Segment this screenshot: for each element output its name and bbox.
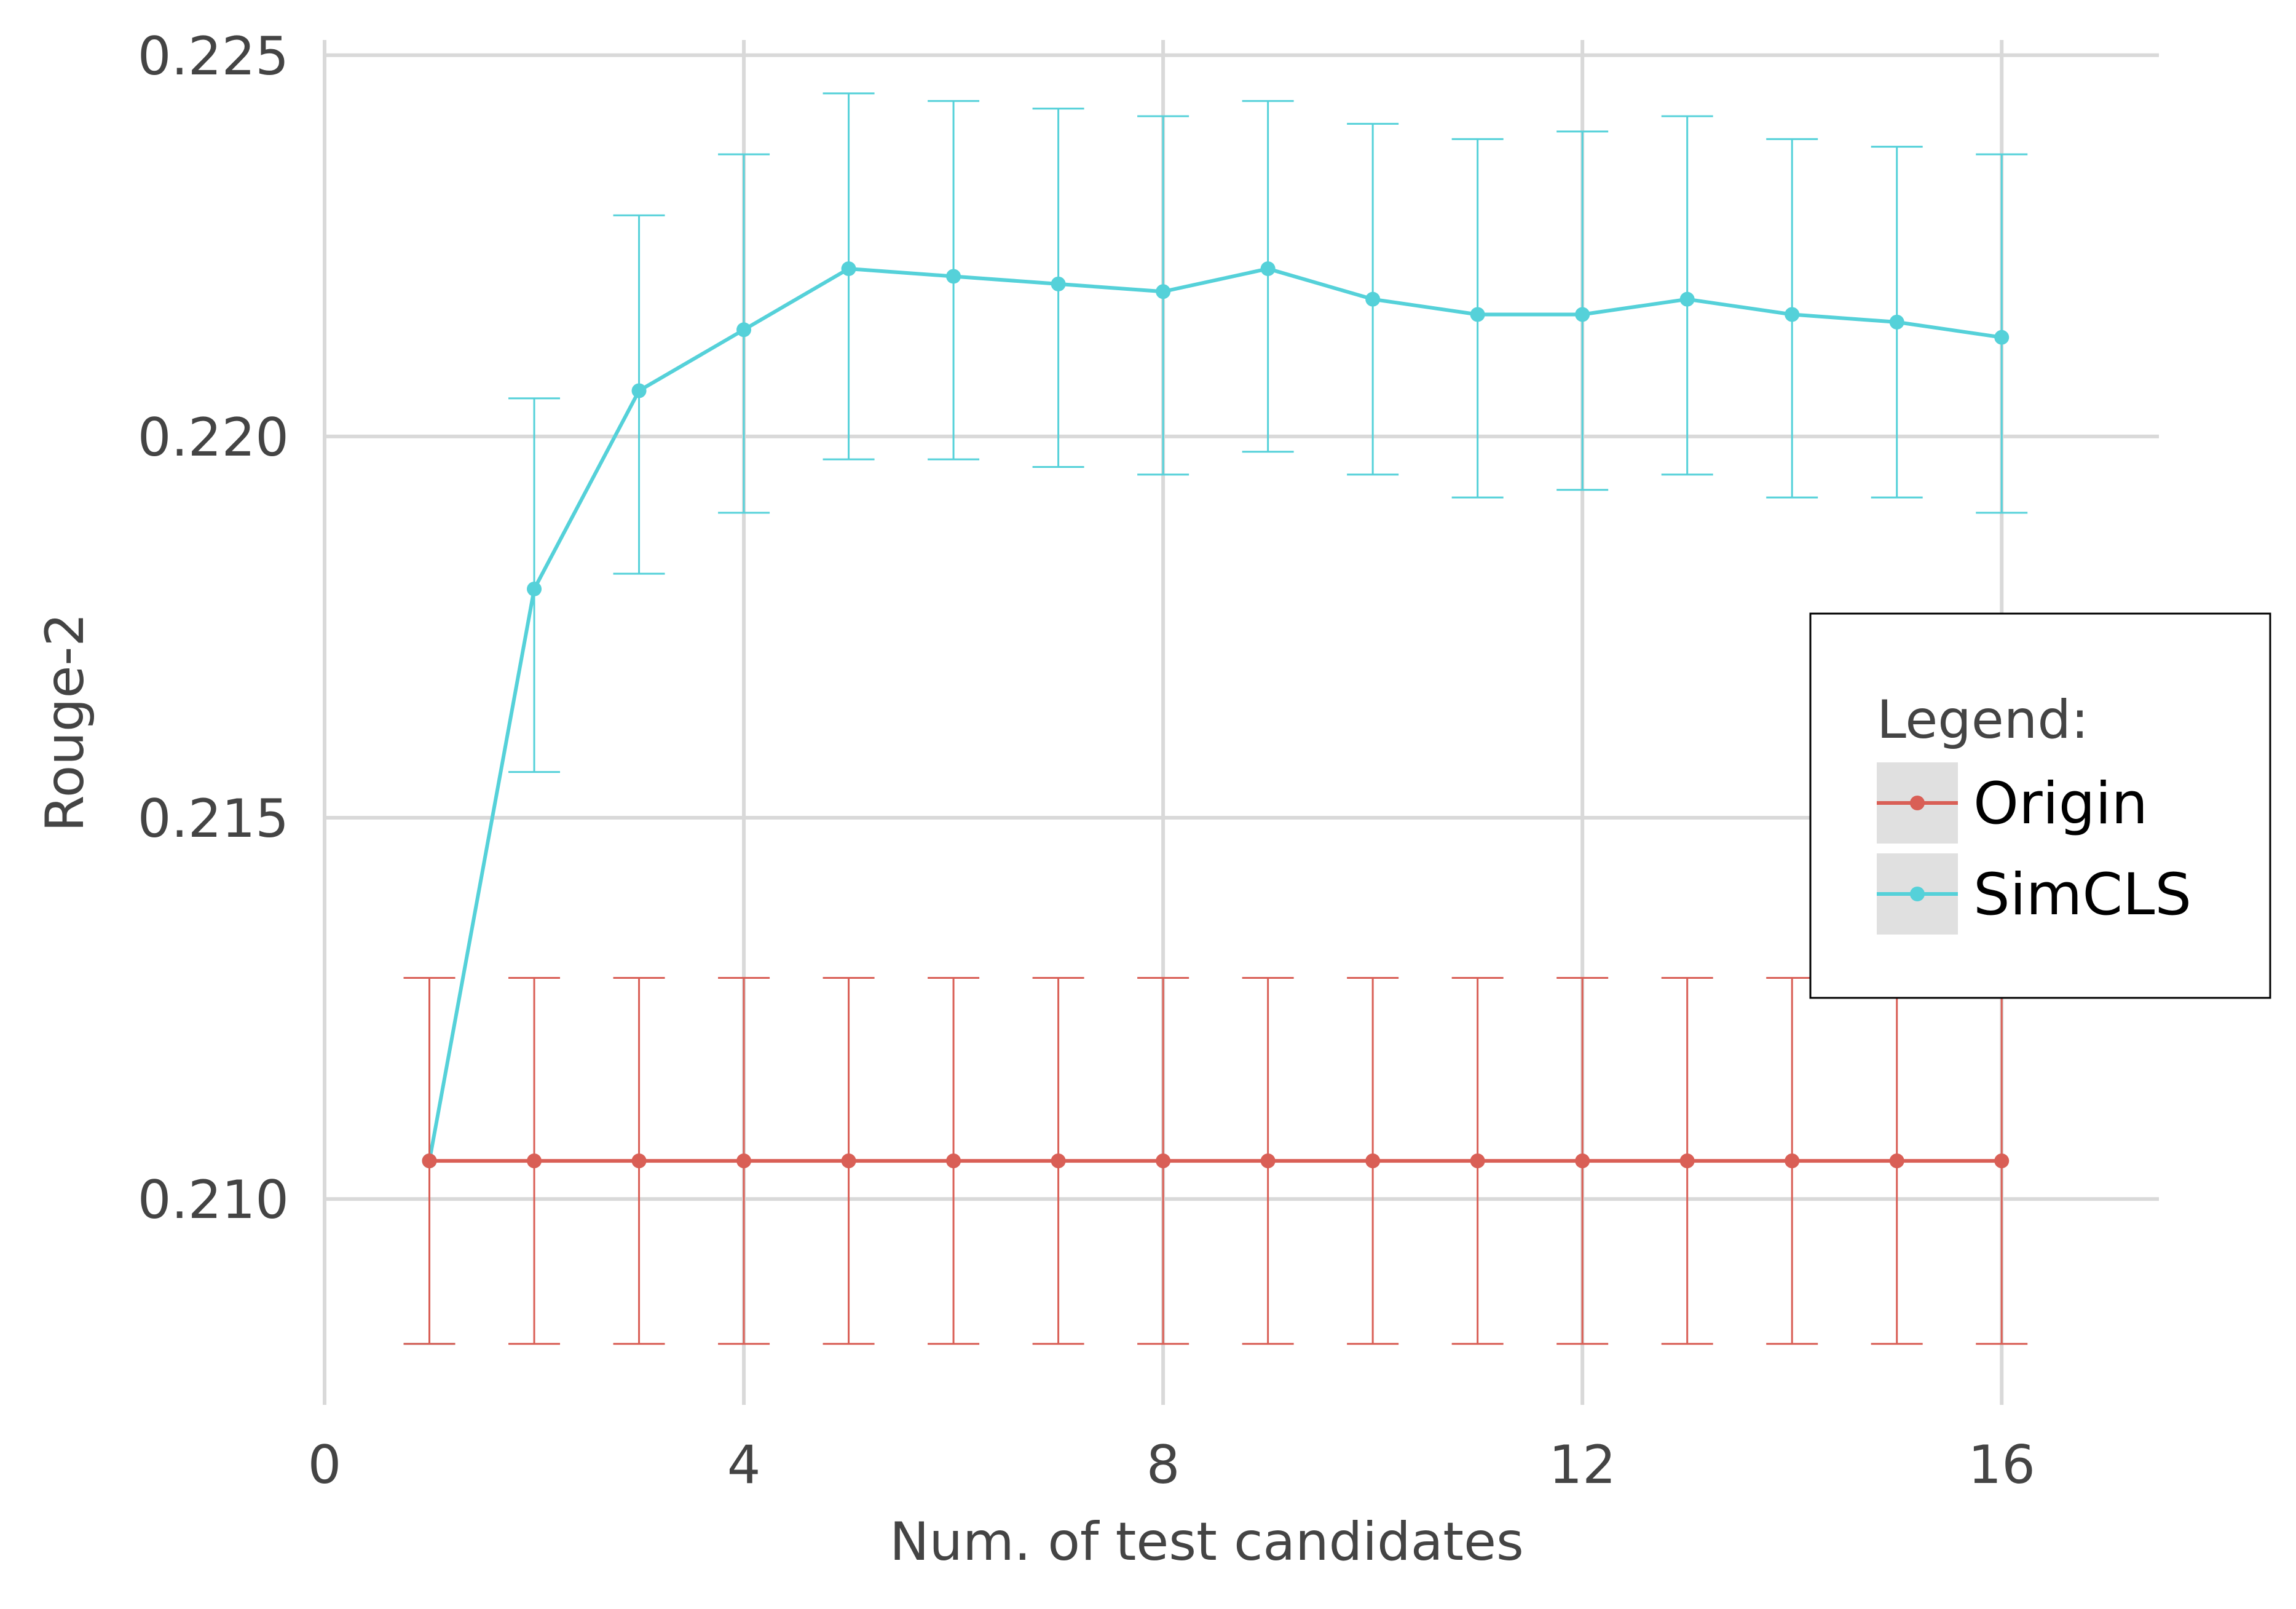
data-point <box>736 322 752 338</box>
y-tick-label: 0.220 <box>138 407 289 468</box>
data-point <box>527 1153 542 1169</box>
data-point <box>422 1153 437 1169</box>
y-tick-label: 0.215 <box>138 788 289 850</box>
legend-item-origin: Origin <box>1877 762 2148 844</box>
data-point <box>1156 1153 1171 1169</box>
data-point <box>527 581 542 596</box>
data-point <box>1156 284 1171 299</box>
series-line <box>427 267 2002 1161</box>
series <box>403 92 2028 1345</box>
legend-item-simcls: SimCLS <box>1877 853 2191 935</box>
legend-label: Origin <box>1973 770 2148 837</box>
x-tick-label: 8 <box>1146 1434 1180 1496</box>
data-point <box>1679 1153 1695 1169</box>
data-point <box>1994 1153 2010 1169</box>
data-point <box>1051 1153 1066 1169</box>
legend-items: Origin SimCLS <box>1877 762 2191 935</box>
x-tick-label: 0 <box>308 1434 342 1496</box>
x-tick-label: 12 <box>1548 1434 1615 1496</box>
data-point <box>1785 1153 1800 1169</box>
data-point <box>736 1153 752 1169</box>
series-origin <box>403 976 2028 1345</box>
tick-labels: 0.210 0.215 0.220 0.225 0 4 8 12 16 <box>138 26 2035 1496</box>
data-point <box>1994 330 2010 345</box>
series-simcls <box>403 92 2028 1345</box>
data-point <box>1260 261 1276 277</box>
legend-swatch-point <box>1910 887 1925 901</box>
legend-swatch-point <box>1910 796 1925 810</box>
data-point <box>1679 291 1695 307</box>
legend: Legend: Origin SimCLS <box>1809 612 2271 999</box>
data-point <box>1575 307 1590 322</box>
x-axis-title: Num. of test candidates <box>890 1511 1524 1573</box>
data-point <box>1365 291 1381 307</box>
x-tick-label: 4 <box>727 1434 761 1496</box>
y-tick-label: 0.225 <box>138 26 289 87</box>
data-point <box>631 1153 647 1169</box>
data-point <box>1365 1153 1381 1169</box>
data-point <box>1889 1153 1904 1169</box>
data-point <box>1889 314 1904 330</box>
error-bar <box>823 92 875 461</box>
y-axis-title: Rouge-2 <box>34 613 96 832</box>
data-point <box>1470 307 1485 322</box>
y-tick-label: 0.210 <box>138 1169 289 1231</box>
error-bar <box>1242 100 1294 453</box>
data-point <box>1260 1153 1276 1169</box>
legend-title: Legend: <box>1877 689 2089 751</box>
data-point <box>1051 276 1066 291</box>
data-point <box>841 1153 856 1169</box>
data-point <box>841 261 856 277</box>
data-point <box>1575 1153 1590 1169</box>
x-tick-label: 16 <box>1968 1434 2035 1496</box>
legend-label: SimCLS <box>1973 861 2191 928</box>
data-point <box>1785 307 1800 322</box>
data-point <box>631 383 647 398</box>
data-point <box>946 269 961 284</box>
data-point <box>1470 1153 1485 1169</box>
data-point <box>946 1153 961 1169</box>
